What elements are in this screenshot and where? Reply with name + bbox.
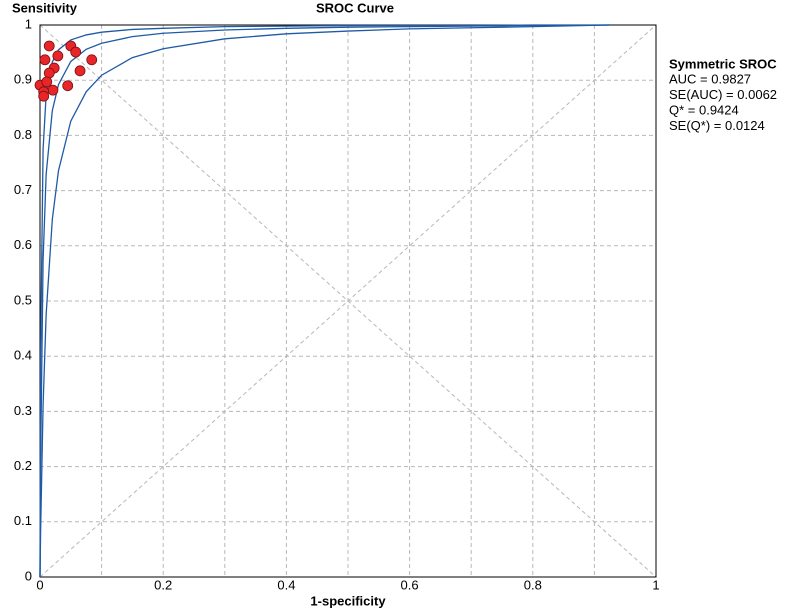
x-tick-label: 0.4 xyxy=(277,577,295,592)
x-tick-label: 1 xyxy=(652,577,659,592)
study-point xyxy=(43,67,55,79)
x-tick-label: 0.2 xyxy=(154,577,172,592)
y-tick-label: 0.3 xyxy=(14,403,32,418)
study-point xyxy=(39,54,51,66)
annotation-line: AUC = 0.9827 xyxy=(669,71,751,86)
y-tick-label: 0.1 xyxy=(14,513,32,528)
sroc-curve xyxy=(39,24,610,578)
y-tick-label: 0.7 xyxy=(14,182,32,197)
annotation-line: SE(AUC) = 0.0062 xyxy=(669,87,777,102)
study-point xyxy=(47,84,59,96)
sroc-curve xyxy=(39,24,610,578)
study-point xyxy=(41,76,53,88)
x-tick-label: 0.8 xyxy=(524,577,542,592)
reference-diagonal xyxy=(39,24,657,578)
sroc-curve xyxy=(39,24,610,578)
x-tick-label: 0.6 xyxy=(401,577,419,592)
study-point xyxy=(74,65,86,77)
study-point xyxy=(52,50,64,62)
annotation-line: SE(Q*) = 0.0124 xyxy=(669,118,765,133)
study-point xyxy=(43,40,55,52)
y-tick-label: 0.6 xyxy=(14,237,32,252)
y-tick-label: 0 xyxy=(25,568,32,583)
chart-title: SROC Curve xyxy=(316,0,394,15)
annotation-line: Q* = 0.9424 xyxy=(669,102,739,117)
study-point xyxy=(70,46,82,58)
annotation-title: Symmetric SROC xyxy=(669,56,777,71)
y-tick-label: 0.9 xyxy=(14,72,32,87)
y-tick-label: 0.2 xyxy=(14,458,32,473)
y-axis-label: Sensitivity xyxy=(12,0,78,15)
study-point xyxy=(86,54,98,66)
y-tick-label: 0.4 xyxy=(14,348,32,363)
study-point xyxy=(38,90,50,102)
y-tick-label: 0.8 xyxy=(14,127,32,142)
study-point xyxy=(62,80,74,92)
x-tick-label: 0 xyxy=(36,577,43,592)
y-tick-label: 0.5 xyxy=(14,292,32,307)
y-tick-label: 1 xyxy=(25,16,32,31)
x-axis-label: 1-specificity xyxy=(310,593,386,608)
